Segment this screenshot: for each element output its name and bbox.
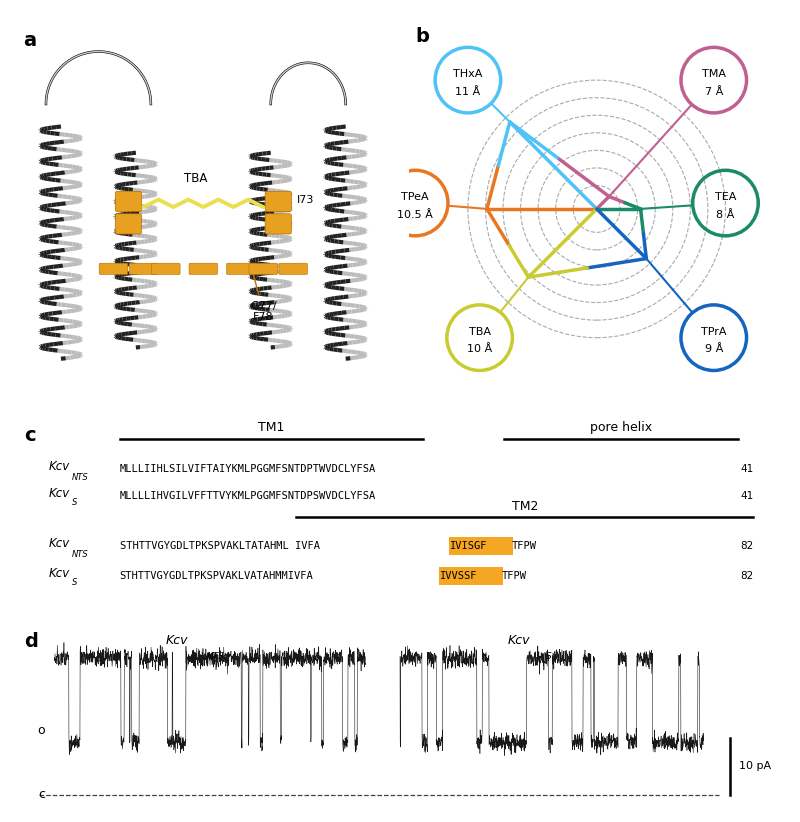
Text: NTS: NTS [72,550,89,558]
Text: I73: I73 [275,195,314,206]
Text: 8 Å: 8 Å [716,210,734,219]
FancyBboxPatch shape [115,214,142,234]
Text: pore helix: pore helix [590,421,652,434]
FancyBboxPatch shape [99,263,128,275]
Text: 11 Å: 11 Å [455,87,481,97]
Text: 82: 82 [740,541,754,551]
Text: 10 Å: 10 Å [467,344,492,354]
Text: a: a [23,31,37,50]
Text: IVVSSF: IVVSSF [440,571,478,581]
Text: TMA: TMA [702,69,726,79]
Text: S: S [72,497,78,506]
Text: G77/
F78: G77/ F78 [250,272,277,322]
Text: S: S [72,578,78,587]
FancyBboxPatch shape [226,263,255,275]
Text: IVISGF: IVISGF [450,541,488,551]
Text: THxA: THxA [454,69,482,79]
FancyBboxPatch shape [129,263,158,275]
Text: b: b [415,27,429,47]
FancyBboxPatch shape [115,192,142,211]
Text: Kcv: Kcv [49,567,70,580]
Text: STHTTVGYGDLTPKSPVAKLTATAHML IVFA: STHTTVGYGDLTPKSPVAKLTATAHML IVFA [120,541,320,551]
Text: MLLLIIHLSILVIFTAIYKMLPGGMFSNTDPTWVDCLYFSA: MLLLIIHLSILVIFTAIYKMLPGGMFSNTDPTWVDCLYFS… [120,464,376,474]
Text: TM1: TM1 [258,421,285,434]
Text: TBA: TBA [469,327,490,337]
Text: TPrA: TPrA [701,327,726,337]
Text: TFPW: TFPW [502,571,527,581]
Text: Kcv: Kcv [49,459,70,473]
Text: 41: 41 [740,464,754,474]
FancyBboxPatch shape [265,192,291,211]
Text: TEA: TEA [714,192,736,202]
FancyBboxPatch shape [439,567,502,585]
Text: S: S [546,653,552,662]
FancyBboxPatch shape [189,263,218,275]
Text: Kcv: Kcv [166,634,189,647]
Text: MLLLLIHVGILVFFTTVYKMLPGGMFSNTDPSWVDCLYFSA: MLLLLIHVGILVFFTTVYKMLPGGMFSNTDPSWVDCLYFS… [120,491,376,501]
FancyBboxPatch shape [249,263,278,275]
Text: TFPW: TFPW [512,541,538,551]
Text: TBA: TBA [184,172,207,185]
Text: 10.5 Å: 10.5 Å [398,210,433,219]
Text: Kcv: Kcv [49,487,70,500]
Text: TM2: TM2 [512,500,538,513]
Text: TPeA: TPeA [402,192,429,202]
Text: d: d [24,632,38,651]
Text: 9 Å: 9 Å [705,344,723,354]
FancyBboxPatch shape [265,214,291,234]
Text: Kcv: Kcv [508,634,530,647]
FancyBboxPatch shape [279,263,307,275]
Text: o: o [38,723,45,737]
FancyBboxPatch shape [450,537,513,555]
Text: c: c [38,788,45,801]
Text: 7 Å: 7 Å [705,87,723,97]
Text: Kcv: Kcv [49,537,70,550]
Text: NTS: NTS [72,473,89,482]
Text: 10 pA: 10 pA [739,761,771,771]
Text: 41: 41 [740,491,754,501]
Text: c: c [24,426,35,445]
Text: NTS: NTS [206,653,225,662]
Text: STHTTVGYGDLTPKSPVAKLVATAHMMIVFA: STHTTVGYGDLTPKSPVAKLVATAHMMIVFA [120,571,314,581]
Text: 82: 82 [740,571,754,581]
FancyBboxPatch shape [152,263,180,275]
